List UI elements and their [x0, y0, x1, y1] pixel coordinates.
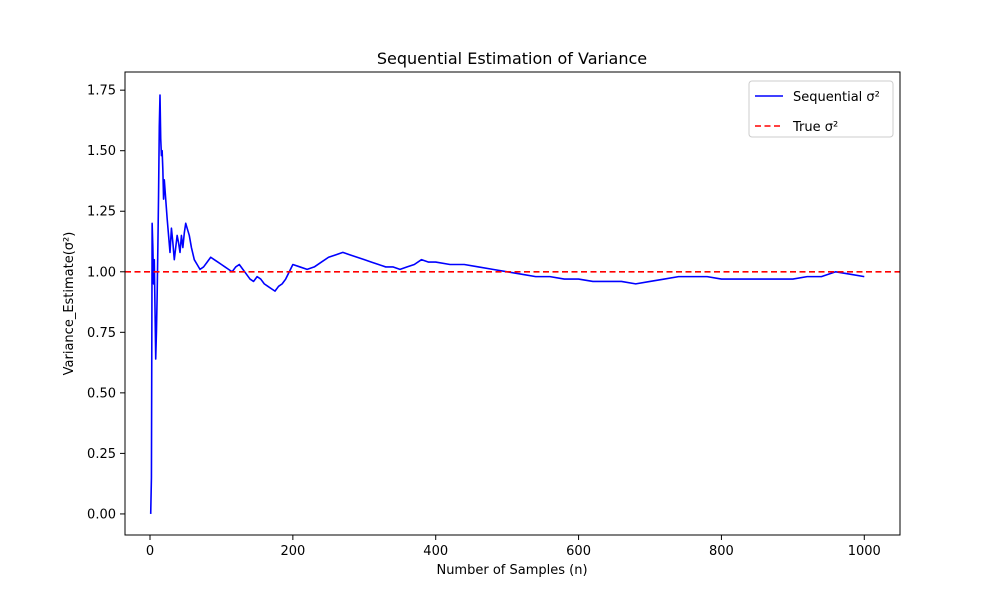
y-tick-label: 0.75 — [87, 326, 116, 341]
y-tick-label: 0.25 — [87, 447, 116, 462]
x-tick-label: 400 — [423, 544, 448, 559]
legend-label-1: True σ² — [792, 120, 838, 135]
y-tick-label: 1.00 — [87, 265, 116, 280]
y-tick-label: 0.50 — [87, 386, 116, 401]
x-tick-label: 800 — [709, 544, 734, 559]
legend: Sequential σ² True σ² — [748, 80, 894, 138]
y-axis-label: Variance_Estimate(σ²) — [62, 232, 77, 376]
x-tick-label: 1000 — [848, 544, 881, 559]
x-tick-label: 200 — [280, 544, 305, 559]
y-tick-label: 1.75 — [87, 84, 116, 99]
y-tick-label: 1.50 — [87, 144, 116, 159]
legend-box — [748, 80, 894, 138]
y-axis: 0.00 0.25 0.50 0.75 1.00 1.25 1.50 1.75 — [87, 84, 125, 522]
x-axis-label: Number of Samples (n) — [436, 563, 587, 578]
legend-label-0: Sequential σ² — [793, 90, 880, 105]
chart-title: Sequential Estimation of Variance — [377, 49, 647, 68]
x-axis: 0 200 400 600 800 1000 — [146, 535, 881, 559]
series-line-0 — [149, 94, 865, 514]
x-tick-label: 0 — [146, 544, 154, 559]
y-tick-label: 0.00 — [87, 507, 116, 522]
x-tick-label: 600 — [566, 544, 591, 559]
plot-frame — [124, 71, 901, 536]
y-tick-label: 1.25 — [87, 205, 116, 220]
